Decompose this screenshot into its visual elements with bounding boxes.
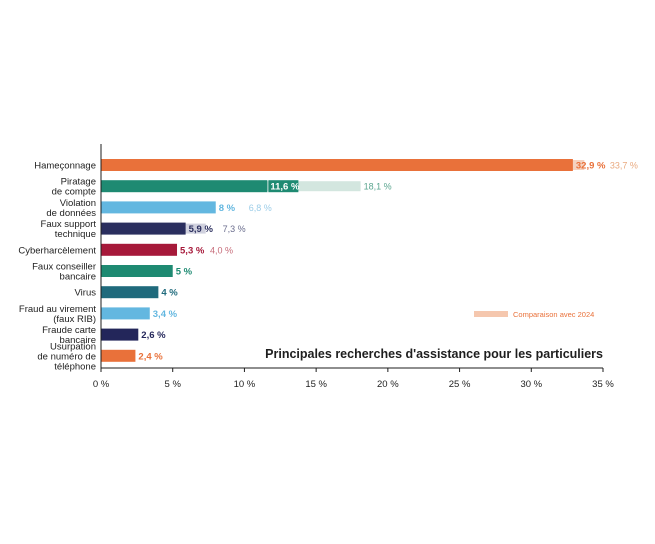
category-labels: 32,9 % 33,7 % Hameçonnage 11,6 % 18,1 % Pirat…: [18, 161, 638, 373]
prev-value-label-category-2: 18,1 %: [364, 182, 392, 192]
bar-2025-category-10: [101, 349, 136, 362]
x-tick-label-5: 5 %: [165, 379, 182, 390]
x-tick-label-30: 30 %: [520, 379, 542, 390]
category-label-category-6: Faux conseiller bancaire: [32, 262, 96, 283]
bar-2025-category-8: [101, 307, 150, 320]
x-tick-label-15: 15 %: [305, 379, 327, 390]
value-label-category-1: 32,9 %: [576, 161, 606, 172]
bar-2025-category-9: [101, 328, 139, 341]
category-label-category-5: Cyberharcèlement: [18, 245, 96, 256]
x-tick-label-25: 25 %: [449, 379, 471, 390]
prev-value-label-category-4: 7,3 %: [223, 224, 246, 234]
category-label-category-8: Fraud au virement (faux RIB): [19, 304, 96, 325]
bar-2025-category-1: [101, 159, 573, 171]
value-label-category-3: 8 %: [219, 203, 236, 214]
x-tick-label-20: 20 %: [377, 379, 399, 390]
prev-value-label-category-1: 33,7 %: [610, 161, 638, 171]
value-label-category-4: 5,9 %: [189, 224, 214, 235]
x-ticks: 0 % 5 % 10 % 15 % 20 % 25 % 30 % 35 %: [93, 368, 614, 390]
prev-value-label-category-5: 4,0 %: [210, 245, 233, 255]
value-label-category-8: 3,4 %: [153, 309, 178, 320]
category-label-category-3: Violation de données: [46, 198, 96, 219]
category-label-category-10: Usurpation de numéro de téléphone: [37, 341, 96, 372]
value-label-category-6: 5 %: [176, 267, 193, 278]
category-label-category-9: Fraude carte bancaire: [42, 325, 96, 346]
legend-label: Comparaison avec 2024: [513, 310, 594, 319]
bar-2025-category-5: [101, 243, 178, 256]
category-label-category-4: Faux support technique: [41, 219, 97, 240]
x-tick-label-0: 0 %: [93, 379, 110, 390]
bar-2025-category-2: [101, 180, 268, 193]
bar-2025-category-6: [101, 265, 173, 277]
value-label-category-10: 2,4 %: [138, 351, 163, 362]
category-label-category-7: Virus: [75, 288, 97, 299]
category-label-category-2: Piratage de compte: [52, 177, 96, 198]
category-label-category-1: Hameçonnage: [34, 161, 96, 172]
bar-2025-category-3: [101, 201, 216, 214]
value-label-bg-category-2: [268, 180, 299, 193]
legend-swatch: [474, 311, 508, 317]
bar-2025-category-4: [101, 222, 186, 235]
value-label-category-9: 2,6 %: [141, 330, 166, 341]
value-label-category-7: 4 %: [161, 288, 178, 299]
chart-title: Principales recherches d'assistance pour…: [265, 347, 603, 361]
prev-value-label-category-3: 6,8 %: [249, 203, 272, 213]
value-label-category-5: 5,3 %: [180, 245, 205, 256]
x-tick-label-10: 10 %: [234, 379, 256, 390]
bar-2025-category-7: [101, 286, 159, 299]
x-tick-label-35: 35 %: [592, 379, 614, 390]
bars-layer: [101, 159, 585, 362]
value-label-category-2: 11,6 %: [270, 182, 300, 193]
